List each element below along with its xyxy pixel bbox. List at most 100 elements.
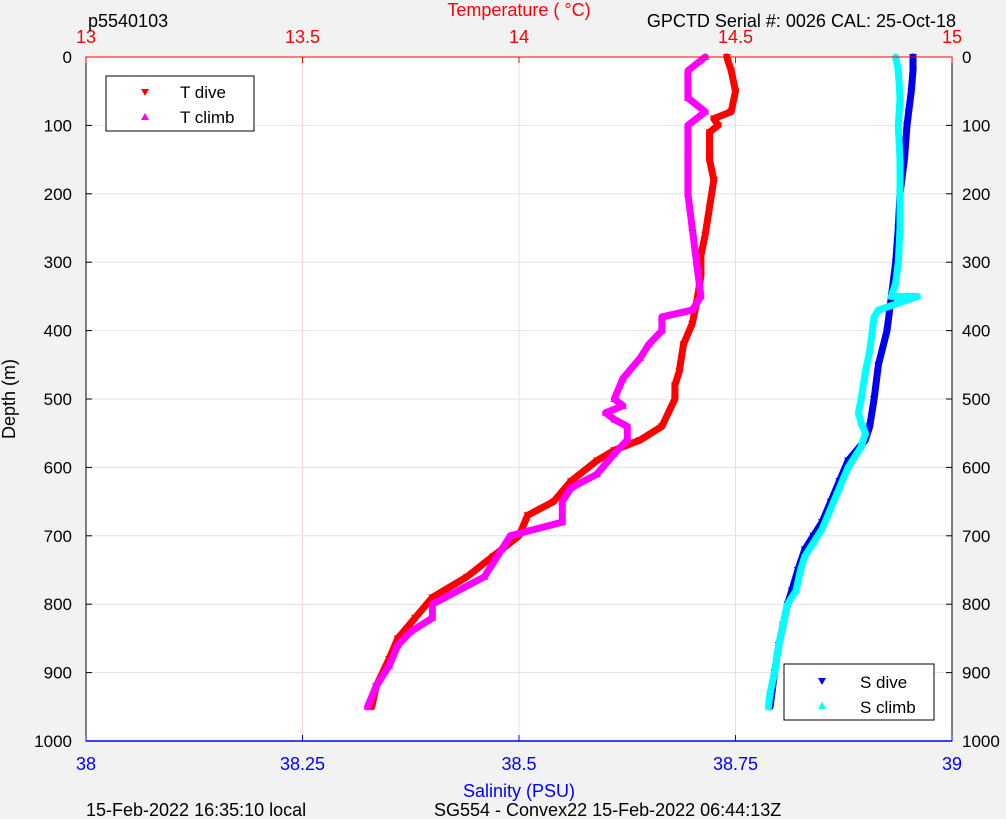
depth-tick-label-right: 600 — [962, 458, 990, 477]
t-dive-point — [701, 231, 710, 239]
salinity-tick-label: 38.5 — [501, 754, 536, 774]
depth-tick-label-left: 400 — [44, 322, 72, 341]
salinity-legend: S dive S climb — [783, 663, 935, 721]
t-dive-point — [549, 498, 558, 506]
t-climb-point — [683, 121, 692, 129]
s-climb-point — [800, 552, 809, 560]
depth-tick-label-left: 200 — [44, 185, 72, 204]
s-climb-point — [861, 367, 870, 375]
t-dive-point — [428, 594, 437, 602]
depth-tick-label-right: 800 — [962, 595, 990, 614]
grid-layer — [86, 57, 952, 741]
t-dive-point — [705, 204, 714, 212]
temperature-tick-label: 14 — [509, 27, 529, 47]
t-dive-point — [679, 341, 688, 349]
s-dive-point — [870, 396, 879, 403]
legend-s-dive-marker — [818, 678, 826, 685]
s-climb-point — [870, 312, 879, 320]
t-climb-point — [372, 682, 381, 690]
depth-tick-label-left: 1000 — [34, 732, 72, 751]
t-climb-point — [506, 531, 515, 539]
triangle-up-icon — [818, 702, 826, 709]
s-dive-point — [907, 88, 916, 96]
depth-tick-label-right: 500 — [962, 390, 990, 409]
temperature-legend-box — [105, 75, 255, 132]
t-dive-point — [705, 129, 714, 137]
depth-axis-title: Depth (m) — [0, 359, 19, 439]
legend-t-dive-label: T dive — [180, 83, 226, 102]
legend-t-climb-marker — [141, 113, 149, 120]
s-climb-point — [779, 620, 788, 628]
t-dive-point — [566, 478, 575, 486]
s-climb-point — [857, 395, 866, 402]
t-climb-point — [701, 107, 710, 115]
s-climb-point — [891, 278, 900, 286]
t-climb-point — [480, 572, 489, 580]
s-climb-point — [766, 689, 775, 697]
s-climb-point — [894, 258, 903, 266]
legend-t-dive-marker — [141, 89, 149, 96]
t-climb-point — [618, 374, 627, 382]
s-climb-point — [865, 347, 874, 355]
t-climb-point — [683, 148, 692, 156]
depth-tick-label-right: 400 — [962, 322, 990, 341]
s-climb-point — [896, 224, 905, 231]
t-climb-point — [623, 422, 632, 430]
t-climb-point — [618, 401, 627, 409]
depth-tick-label-right: 700 — [962, 527, 990, 546]
s-dive-point — [902, 122, 911, 130]
t-dive-point — [393, 635, 402, 643]
t-climb-point — [683, 66, 692, 74]
s-climb-point — [764, 702, 773, 710]
t-climb-point — [623, 436, 632, 444]
axes-layer: 0 0 100 100 200 200 300 300 400 400 500 500 600 600 70… — [34, 27, 1000, 774]
triangle-up-icon — [141, 113, 149, 120]
s-climb-point — [913, 292, 922, 300]
t-climb-point — [688, 224, 697, 231]
temperature-legend: T dive T climb — [105, 75, 255, 132]
s-climb-point — [826, 504, 835, 512]
s-dive-point — [904, 108, 913, 116]
t-climb-point — [657, 312, 666, 320]
depth-tick-label-right: 200 — [962, 185, 990, 204]
depth-tick-label-right: 900 — [962, 664, 990, 683]
t-dive-point — [411, 614, 420, 622]
s-climb-point — [835, 483, 844, 491]
t-climb-point — [592, 470, 601, 478]
s-climb-point — [770, 668, 779, 676]
salinity-tick-label: 38 — [76, 754, 96, 774]
s-climb-point — [861, 429, 870, 437]
t-climb-point — [601, 408, 610, 416]
s-climb-point — [896, 94, 905, 102]
depth-tick-label-left: 600 — [44, 458, 72, 477]
s-dive-point — [909, 67, 918, 75]
temperature-tick-label: 14.5 — [718, 27, 753, 47]
t-dive-point — [670, 396, 679, 403]
depth-tick-label-right: 0 — [962, 48, 971, 67]
t-climb-point — [692, 258, 701, 266]
depth-tick-label-right: 1000 — [962, 732, 1000, 751]
t-dive-point — [688, 320, 697, 328]
legend-t-climb-label: T climb — [180, 108, 234, 127]
t-climb-point — [406, 627, 415, 635]
depth-tick-label-left: 800 — [44, 595, 72, 614]
t-climb-point — [610, 395, 619, 402]
s-climb-point — [874, 306, 883, 314]
s-climb-point — [896, 155, 905, 163]
salinity-tick-label: 39 — [942, 754, 962, 774]
depth-tick-label-left: 500 — [44, 390, 72, 409]
salinity-axis-title: Salinity (PSU) — [463, 781, 575, 801]
triangle-down-icon — [141, 89, 149, 96]
s-climb-point — [894, 66, 903, 74]
t-climb-point — [385, 661, 394, 669]
t-climb-point — [644, 340, 653, 348]
legend-s-dive-label: S dive — [860, 673, 907, 692]
s-climb-point — [854, 408, 863, 416]
series-layer — [363, 53, 922, 711]
s-dive-point — [874, 361, 883, 369]
t-climb-point — [610, 415, 619, 423]
s-climb-point — [857, 442, 866, 450]
legend-s-climb-label: S climb — [860, 698, 916, 717]
s-climb-point — [809, 538, 818, 546]
